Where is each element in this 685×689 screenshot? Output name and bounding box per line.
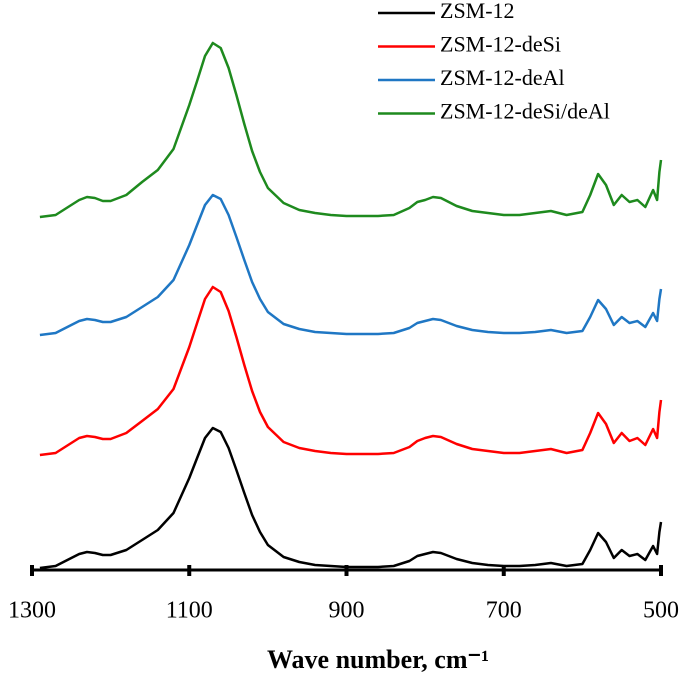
series-line (39, 426, 663, 570)
x-axis-label: Wave number, cm⁻¹ (267, 645, 489, 674)
legend-label: ZSM-12 (440, 0, 515, 23)
x-tick-label: 500 (643, 598, 679, 624)
x-tick-label: 900 (329, 598, 365, 624)
legend-label: ZSM-12-deAl (440, 65, 565, 90)
x-tick-label: 700 (486, 598, 522, 624)
x-tick-label: 1300 (8, 598, 56, 624)
x-tick-label: 1100 (166, 598, 213, 624)
series-line (39, 41, 663, 219)
legend-label: ZSM-12-deSi (440, 32, 561, 57)
series-line (39, 193, 663, 337)
legend-label: ZSM-12-deSi/deAl (440, 99, 610, 124)
series-line (39, 285, 663, 457)
